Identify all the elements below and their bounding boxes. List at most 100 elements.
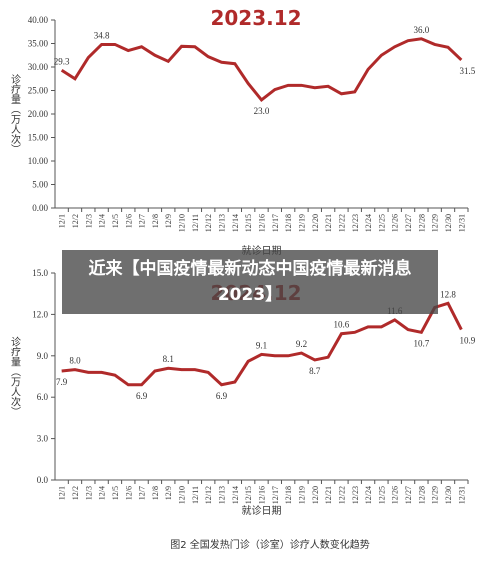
x-tick-label: 12/17 xyxy=(271,214,280,232)
x-tick-label: 12/11 xyxy=(191,214,200,232)
x-tick-label: 12/6 xyxy=(124,486,133,500)
y-tick-label: 30.00 xyxy=(28,62,49,72)
data-label: 6.9 xyxy=(216,391,228,401)
x-axis-label: 就诊日期 xyxy=(242,504,282,517)
chart-title: 2023.12 xyxy=(210,6,301,30)
caption: 图2 全国发热门诊（诊室）诊疗人数变化趋势 xyxy=(170,538,370,551)
data-label: 10.6 xyxy=(334,320,350,330)
x-tick-label: 12/30 xyxy=(444,486,453,504)
x-tick-label: 12/30 xyxy=(444,214,453,232)
data-label: 31.5 xyxy=(459,66,475,76)
x-tick-label: 12/19 xyxy=(297,214,306,232)
x-tick-label: 12/19 xyxy=(297,486,306,504)
data-label: 6.9 xyxy=(136,391,148,401)
data-label: 36.0 xyxy=(413,25,429,35)
x-tick-label: 12/12 xyxy=(204,214,213,232)
x-tick-label: 12/7 xyxy=(138,214,147,228)
x-tick-label: 12/31 xyxy=(457,486,466,504)
x-tick-label: 12/5 xyxy=(111,214,120,228)
banner: 近来【中国疫情最新动态中国疫情最新消息2023】 xyxy=(62,250,438,314)
y-tick-label: 40.00 xyxy=(28,15,49,25)
data-label: 23.0 xyxy=(254,106,270,116)
x-tick-label: 12/15 xyxy=(244,214,253,232)
data-label: 9.2 xyxy=(296,339,307,349)
x-tick-label: 12/9 xyxy=(164,486,173,500)
data-label: 8.0 xyxy=(69,356,81,366)
data-label: 10.9 xyxy=(459,336,475,346)
data-label: 8.7 xyxy=(309,366,321,376)
x-tick-label: 12/14 xyxy=(231,486,240,504)
x-tick-label: 12/3 xyxy=(84,214,93,228)
x-tick-label: 12/11 xyxy=(191,486,200,504)
x-tick-label: 12/9 xyxy=(164,214,173,228)
y-tick-label: 0.0 xyxy=(37,475,49,485)
x-tick-label: 12/6 xyxy=(124,214,133,228)
data-label: 34.8 xyxy=(94,30,110,40)
x-tick-label: 12/16 xyxy=(258,486,267,504)
y-tick-label: 0.00 xyxy=(32,203,48,213)
x-tick-label: 12/17 xyxy=(271,486,280,504)
line-series xyxy=(60,37,463,102)
x-tick-label: 12/13 xyxy=(218,486,227,504)
y-tick-label: 25.00 xyxy=(28,86,49,96)
x-tick-label: 12/20 xyxy=(311,214,320,232)
x-tick-label: 12/1 xyxy=(58,486,67,500)
x-tick-label: 12/3 xyxy=(84,486,93,500)
x-tick-label: 12/31 xyxy=(457,214,466,232)
y-tick-label: 10.00 xyxy=(28,156,49,166)
x-tick-label: 12/29 xyxy=(431,486,440,504)
x-tick-label: 12/2 xyxy=(71,486,80,500)
y-tick-label: 35.00 xyxy=(28,39,49,49)
x-tick-label: 12/27 xyxy=(404,486,413,504)
x-tick-label: 12/28 xyxy=(417,214,426,232)
x-tick-label: 12/21 xyxy=(324,486,333,504)
y-tick-label: 20.00 xyxy=(28,109,49,119)
y-tick-label: 15.0 xyxy=(32,268,48,278)
x-tick-label: 12/24 xyxy=(364,214,373,232)
x-tick-label: 12/10 xyxy=(178,214,187,232)
y-tick-label: 5.00 xyxy=(32,180,48,190)
x-tick-label: 12/4 xyxy=(98,486,107,500)
y-tick-label: 3.0 xyxy=(37,434,49,444)
data-label: 29.3 xyxy=(54,56,70,66)
x-tick-label: 12/22 xyxy=(337,486,346,504)
x-tick-label: 12/5 xyxy=(111,486,120,500)
x-tick-label: 12/25 xyxy=(377,486,386,504)
x-tick-label: 12/21 xyxy=(324,214,333,232)
x-tick-label: 12/23 xyxy=(351,214,360,232)
x-tick-label: 12/18 xyxy=(284,214,293,232)
x-tick-label: 12/23 xyxy=(351,486,360,504)
y-tick-label: 12.0 xyxy=(32,309,48,319)
x-tick-label: 12/16 xyxy=(258,214,267,232)
line-series xyxy=(61,301,463,387)
y-tick-label: 15.00 xyxy=(28,133,49,143)
data-label: 9.1 xyxy=(256,340,267,350)
y-tick-label: 6.0 xyxy=(37,392,49,402)
x-tick-label: 12/28 xyxy=(417,486,426,504)
x-tick-label: 12/1 xyxy=(58,214,67,228)
x-tick-label: 12/8 xyxy=(151,486,160,500)
data-label: 12.8 xyxy=(440,289,456,299)
data-label: 8.1 xyxy=(163,354,174,364)
x-tick-label: 12/26 xyxy=(391,214,400,232)
x-tick-label: 12/12 xyxy=(204,486,213,504)
x-tick-label: 12/24 xyxy=(364,486,373,504)
x-tick-label: 12/26 xyxy=(391,486,400,504)
y-axis-label: 诊疗量（万人次） xyxy=(9,335,21,416)
x-tick-label: 12/14 xyxy=(231,214,240,232)
x-tick-label: 12/29 xyxy=(431,214,440,232)
x-tick-label: 12/4 xyxy=(98,214,107,228)
x-tick-label: 12/7 xyxy=(138,486,147,500)
x-tick-label: 12/15 xyxy=(244,486,253,504)
x-tick-label: 12/25 xyxy=(377,214,386,232)
x-tick-label: 12/22 xyxy=(337,214,346,232)
x-tick-label: 12/2 xyxy=(71,214,80,228)
x-tick-label: 12/18 xyxy=(284,486,293,504)
x-tick-label: 12/27 xyxy=(404,214,413,232)
x-tick-label: 12/8 xyxy=(151,214,160,228)
y-axis-label: 诊疗量（万人次） xyxy=(9,73,21,154)
x-tick-label: 12/13 xyxy=(218,214,227,232)
x-tick-label: 12/10 xyxy=(178,486,187,504)
